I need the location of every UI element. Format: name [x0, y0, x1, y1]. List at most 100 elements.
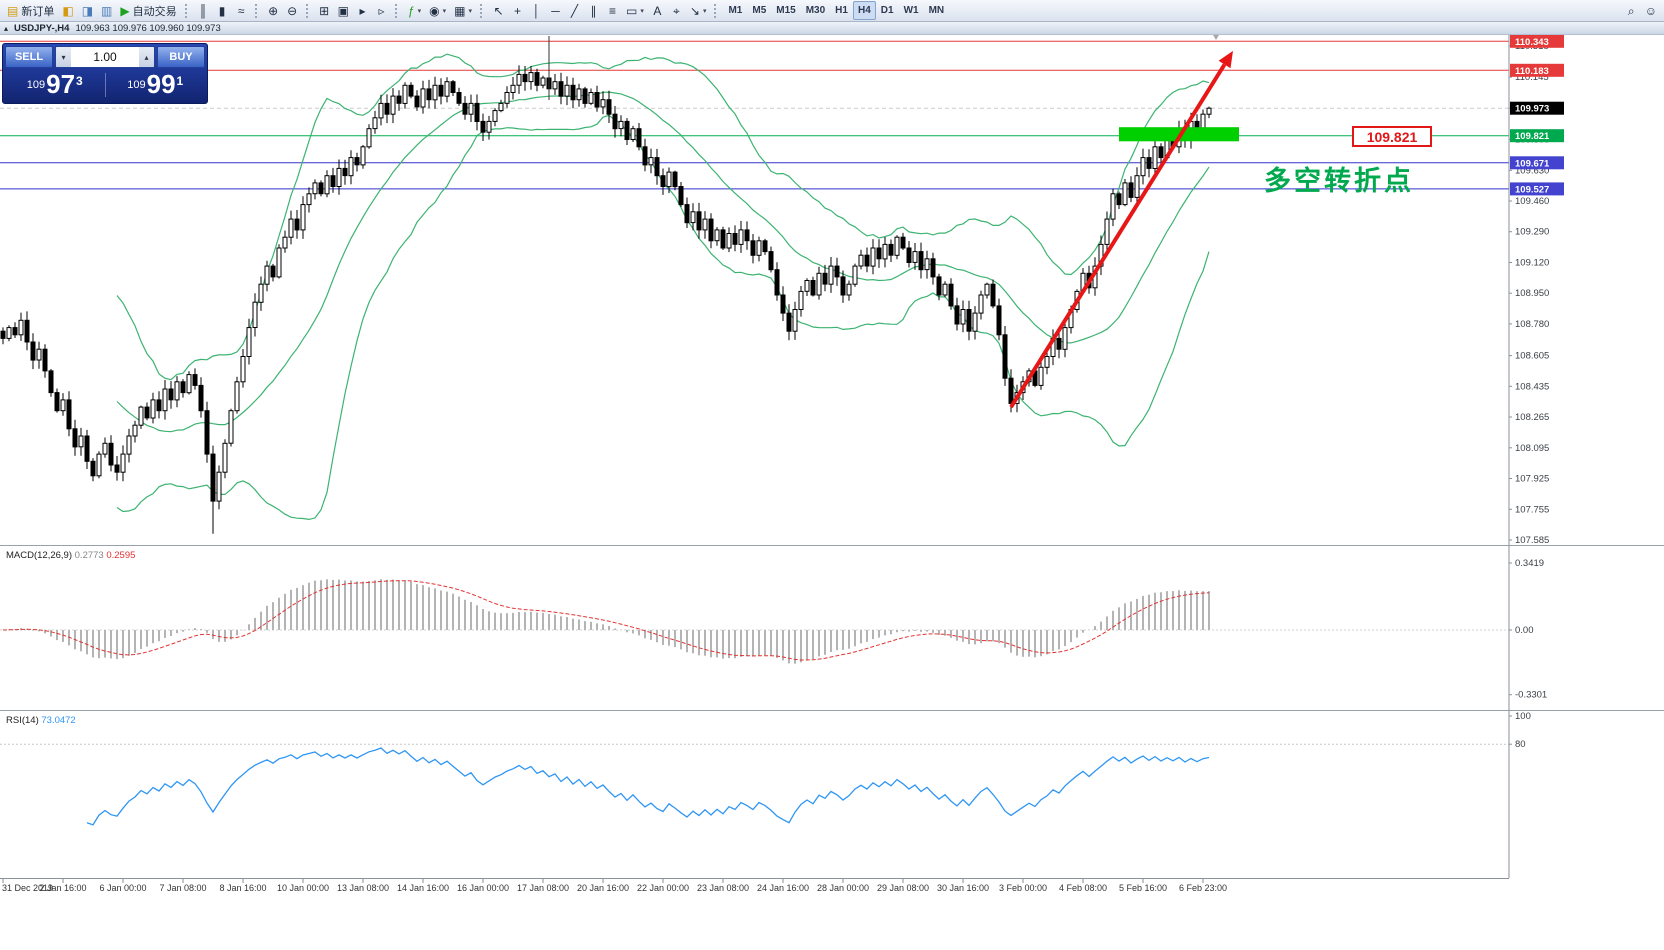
- toolbar-grip: [184, 3, 190, 18]
- fibonacci-button[interactable]: ≡: [603, 1, 622, 20]
- svg-text:110.145: 110.145: [1515, 72, 1549, 83]
- equidistant-channel-icon: ∥: [590, 3, 597, 18]
- arrows-button[interactable]: ↘ ▾: [686, 1, 711, 20]
- data-window-button[interactable]: ◨: [78, 1, 97, 20]
- timeframe-mn[interactable]: MN: [924, 1, 950, 20]
- timeframe-h4[interactable]: H4: [852, 1, 876, 20]
- market-watch-button[interactable]: ◧: [58, 1, 77, 20]
- community-icon: ☺: [1644, 3, 1657, 18]
- cursor-button[interactable]: ↖: [489, 1, 508, 20]
- text-label-button[interactable]: ⌖: [667, 1, 686, 20]
- one-click-trading-panel: SELL ▾ ▴ BUY 109 97 3 109 99 1: [2, 43, 208, 104]
- axis-current-price-badge: 109.973: [1510, 101, 1564, 115]
- svg-text:6 Jan 00:00: 6 Jan 00:00: [99, 883, 146, 893]
- bollinger-middle-band: [116, 91, 1210, 433]
- timeframe-m5[interactable]: M5: [747, 1, 771, 20]
- new-order-button-label: 新订单: [21, 5, 55, 18]
- sell-price-prefix: 109: [26, 79, 46, 91]
- svg-text:108.950: 108.950: [1515, 288, 1549, 299]
- periods-button[interactable]: ◉ ▾: [425, 1, 450, 20]
- shapes-button[interactable]: ▭ ▾: [622, 1, 648, 20]
- community-button[interactable]: ☺: [1641, 1, 1661, 20]
- crosshair-icon: +: [514, 3, 522, 18]
- cursor-icon: ↖: [493, 3, 504, 18]
- new-order-icon: ▤: [7, 3, 19, 18]
- candlestick-chart-button[interactable]: ▮: [213, 1, 232, 20]
- toolbar-group-zoom: ⊕ ⊖: [264, 0, 302, 22]
- bollinger-upper-band: [116, 53, 1210, 381]
- bar-chart-icon: ║: [198, 3, 208, 18]
- svg-text:107.925: 107.925: [1515, 474, 1549, 485]
- zoom-out-icon: ⊖: [287, 3, 298, 18]
- timeframe-w1[interactable]: W1: [899, 1, 924, 20]
- search-icon: ⌕: [1627, 3, 1635, 18]
- chevron-down-icon: ▾: [417, 7, 422, 15]
- templates-button[interactable]: ▦ ▾: [450, 1, 476, 20]
- toolbar-grip: [714, 3, 719, 18]
- timeframe-m30[interactable]: M30: [801, 1, 830, 20]
- sell-price[interactable]: 109 97 3: [5, 69, 105, 100]
- svg-text:-0.3301: -0.3301: [1515, 690, 1547, 701]
- timeframe-m1[interactable]: M1: [723, 1, 747, 20]
- search-button[interactable]: ⌕: [1622, 1, 1641, 20]
- svg-text:8 Jan 16:00: 8 Jan 16:00: [219, 883, 266, 893]
- zoom-in-button[interactable]: ⊕: [264, 1, 283, 20]
- text-button[interactable]: A: [648, 1, 667, 20]
- buy-price[interactable]: 109 99 1: [106, 69, 206, 100]
- horizontal-line-button[interactable]: ─: [546, 1, 565, 20]
- timeframe-d1[interactable]: D1: [876, 1, 899, 20]
- autotrading-button[interactable]: ▶ 自动交易: [116, 1, 180, 20]
- svg-text:4 Feb 08:00: 4 Feb 08:00: [1059, 883, 1107, 893]
- navigator-icon: ▥: [101, 3, 113, 18]
- indicators-button[interactable]: ƒ ▾: [404, 1, 425, 20]
- new-order-button[interactable]: ▤ 新订单: [3, 1, 58, 20]
- macd-histogram: [8, 579, 1210, 664]
- tile-windows-button[interactable]: ⊞: [315, 1, 334, 20]
- volume-control: ▾ ▴: [55, 46, 155, 68]
- toolbar-group-chart-type: ║ ▮ ≈: [194, 0, 251, 22]
- auto-scroll-button[interactable]: ▸: [353, 1, 372, 20]
- chart-caption: ▴ USDJPY-,H4 109.963 109.976 109.960 109…: [0, 22, 1664, 35]
- sell-price-big: 97: [46, 69, 76, 99]
- svg-text:10 Jan 00:00: 10 Jan 00:00: [277, 883, 329, 893]
- svg-text:23 Jan 08:00: 23 Jan 08:00: [697, 883, 749, 893]
- volume-decrease-button[interactable]: ▾: [56, 47, 71, 67]
- timeframe-m15[interactable]: M15: [771, 1, 800, 20]
- svg-text:2 Jan 16:00: 2 Jan 16:00: [39, 883, 86, 893]
- line-chart-button[interactable]: ≈: [232, 1, 251, 20]
- svg-text:109.973: 109.973: [1515, 104, 1549, 115]
- toolbar-grip: [254, 3, 260, 18]
- macd-signal-line: [2, 580, 1210, 661]
- volume-increase-button[interactable]: ▴: [139, 47, 154, 67]
- svg-text:24 Jan 16:00: 24 Jan 16:00: [757, 883, 809, 893]
- equidistant-channel-button[interactable]: ∥: [584, 1, 603, 20]
- chart-shift-button[interactable]: ▹: [372, 1, 391, 20]
- zoom-out-button[interactable]: ⊖: [283, 1, 302, 20]
- auto-scroll-icon: ▸: [359, 3, 366, 18]
- collapse-trade-panel-icon[interactable]: ▴: [4, 23, 9, 33]
- svg-text:29 Jan 08:00: 29 Jan 08:00: [877, 883, 929, 893]
- text-icon: A: [653, 3, 662, 18]
- vertical-line-button[interactable]: │: [527, 1, 546, 20]
- trendline-button[interactable]: ╱: [565, 1, 584, 20]
- svg-text:20 Jan 16:00: 20 Jan 16:00: [577, 883, 629, 893]
- arrows-icon: ↘: [689, 3, 700, 18]
- vertical-line-icon: │: [532, 3, 541, 18]
- chart-shift-icon: ▹: [378, 3, 385, 18]
- sell-button[interactable]: SELL: [5, 46, 53, 68]
- buy-button[interactable]: BUY: [157, 46, 205, 68]
- rsi-label: RSI(14) 73.0472: [6, 715, 76, 726]
- bar-chart-button[interactable]: ║: [194, 1, 213, 20]
- arrange-windows-button[interactable]: ▣: [334, 1, 353, 20]
- buy-price-big: 99: [146, 69, 176, 99]
- axis-level-badge: 109.821: [1510, 129, 1564, 143]
- horizontal-level-lines[interactable]: [0, 40, 1509, 190]
- crosshair-button[interactable]: +: [508, 1, 527, 20]
- trend-arrow[interactable]: [1009, 50, 1233, 409]
- svg-text:109.630: 109.630: [1515, 165, 1549, 176]
- timeframe-h1[interactable]: H1: [830, 1, 853, 20]
- navigator-button[interactable]: ▥: [97, 1, 116, 20]
- macd-label: MACD(12,26,9) 0.2773 0.2595: [6, 550, 135, 561]
- volume-input[interactable]: [71, 47, 139, 67]
